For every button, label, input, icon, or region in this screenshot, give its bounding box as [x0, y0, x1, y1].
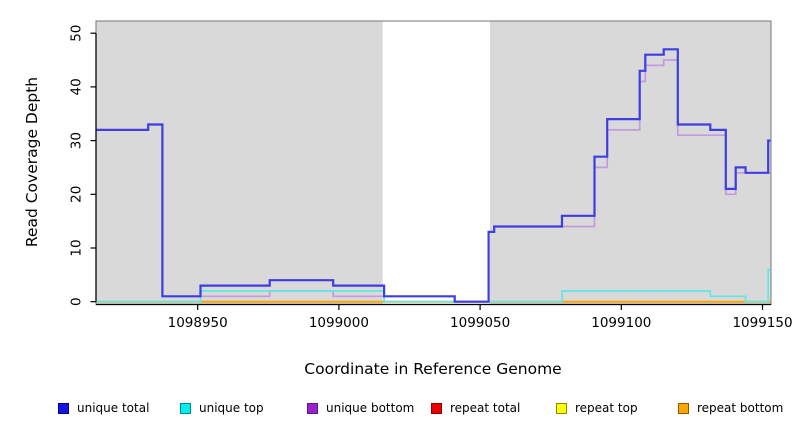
y-tick-label: 50	[69, 25, 85, 42]
x-tick-label: 1099000	[309, 315, 369, 331]
y-axis-title: Read Coverage Depth	[23, 77, 41, 247]
y-tick-label: 0	[69, 297, 85, 306]
x-axis-title: Coordinate in Reference Genome	[304, 360, 561, 378]
x-tick-label: 1098950	[168, 315, 228, 331]
series-unique-total	[96, 48, 771, 303]
x-tick-label: 1099050	[450, 315, 510, 331]
x-tick-label: 1099150	[732, 315, 792, 331]
x-tick-label: 1099100	[591, 315, 651, 331]
y-tick-label: 20	[69, 186, 85, 203]
no-data-band	[382, 21, 490, 305]
plot-axes: 0 10 20 30 40 50 1098950 1099000 1099050 1099100 1…	[69, 20, 792, 331]
y-tick-label: 30	[69, 132, 85, 149]
y-tick-label: 40	[69, 78, 85, 95]
plot-background	[96, 21, 771, 305]
y-tick-label: 10	[69, 239, 85, 256]
series-unique-top	[96, 268, 771, 303]
plot-series	[96, 48, 771, 303]
